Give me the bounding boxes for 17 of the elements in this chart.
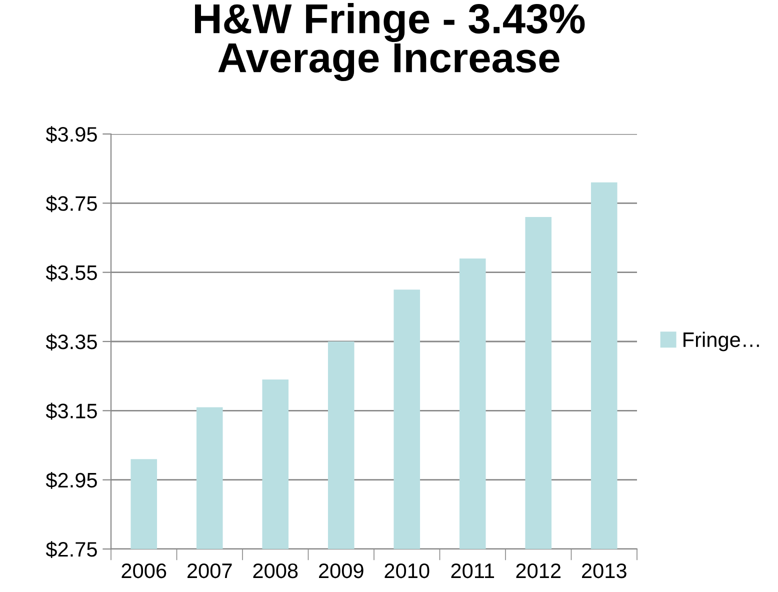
y-tick-label: $3.75 (46, 195, 97, 212)
x-tick-label: 2007 (188, 563, 232, 578)
chart-title: H&W Fringe - 3.43% Average Increase (195, 2, 585, 82)
y-tick-label: $3.35 (46, 334, 97, 350)
x-tick-label: 2013 (582, 563, 626, 578)
x-tick-label: 2011 (451, 563, 494, 578)
legend-label: Fringe… (684, 332, 759, 352)
x-tick-label: 2012 (516, 563, 561, 578)
x-tick-label: 2009 (319, 563, 364, 578)
y-tick-label: $3.15 (46, 402, 97, 420)
y-tick-label: $3.95 (46, 126, 97, 143)
y-tick-label: $2.95 (46, 472, 97, 489)
x-tick-label: 2006 (122, 563, 166, 578)
y-tick-label: $3.55 (46, 264, 97, 282)
x-tick-label: 2008 (253, 563, 298, 578)
y-tick-label: $2.75 (46, 541, 97, 558)
x-tick-label: 2010 (384, 563, 430, 578)
